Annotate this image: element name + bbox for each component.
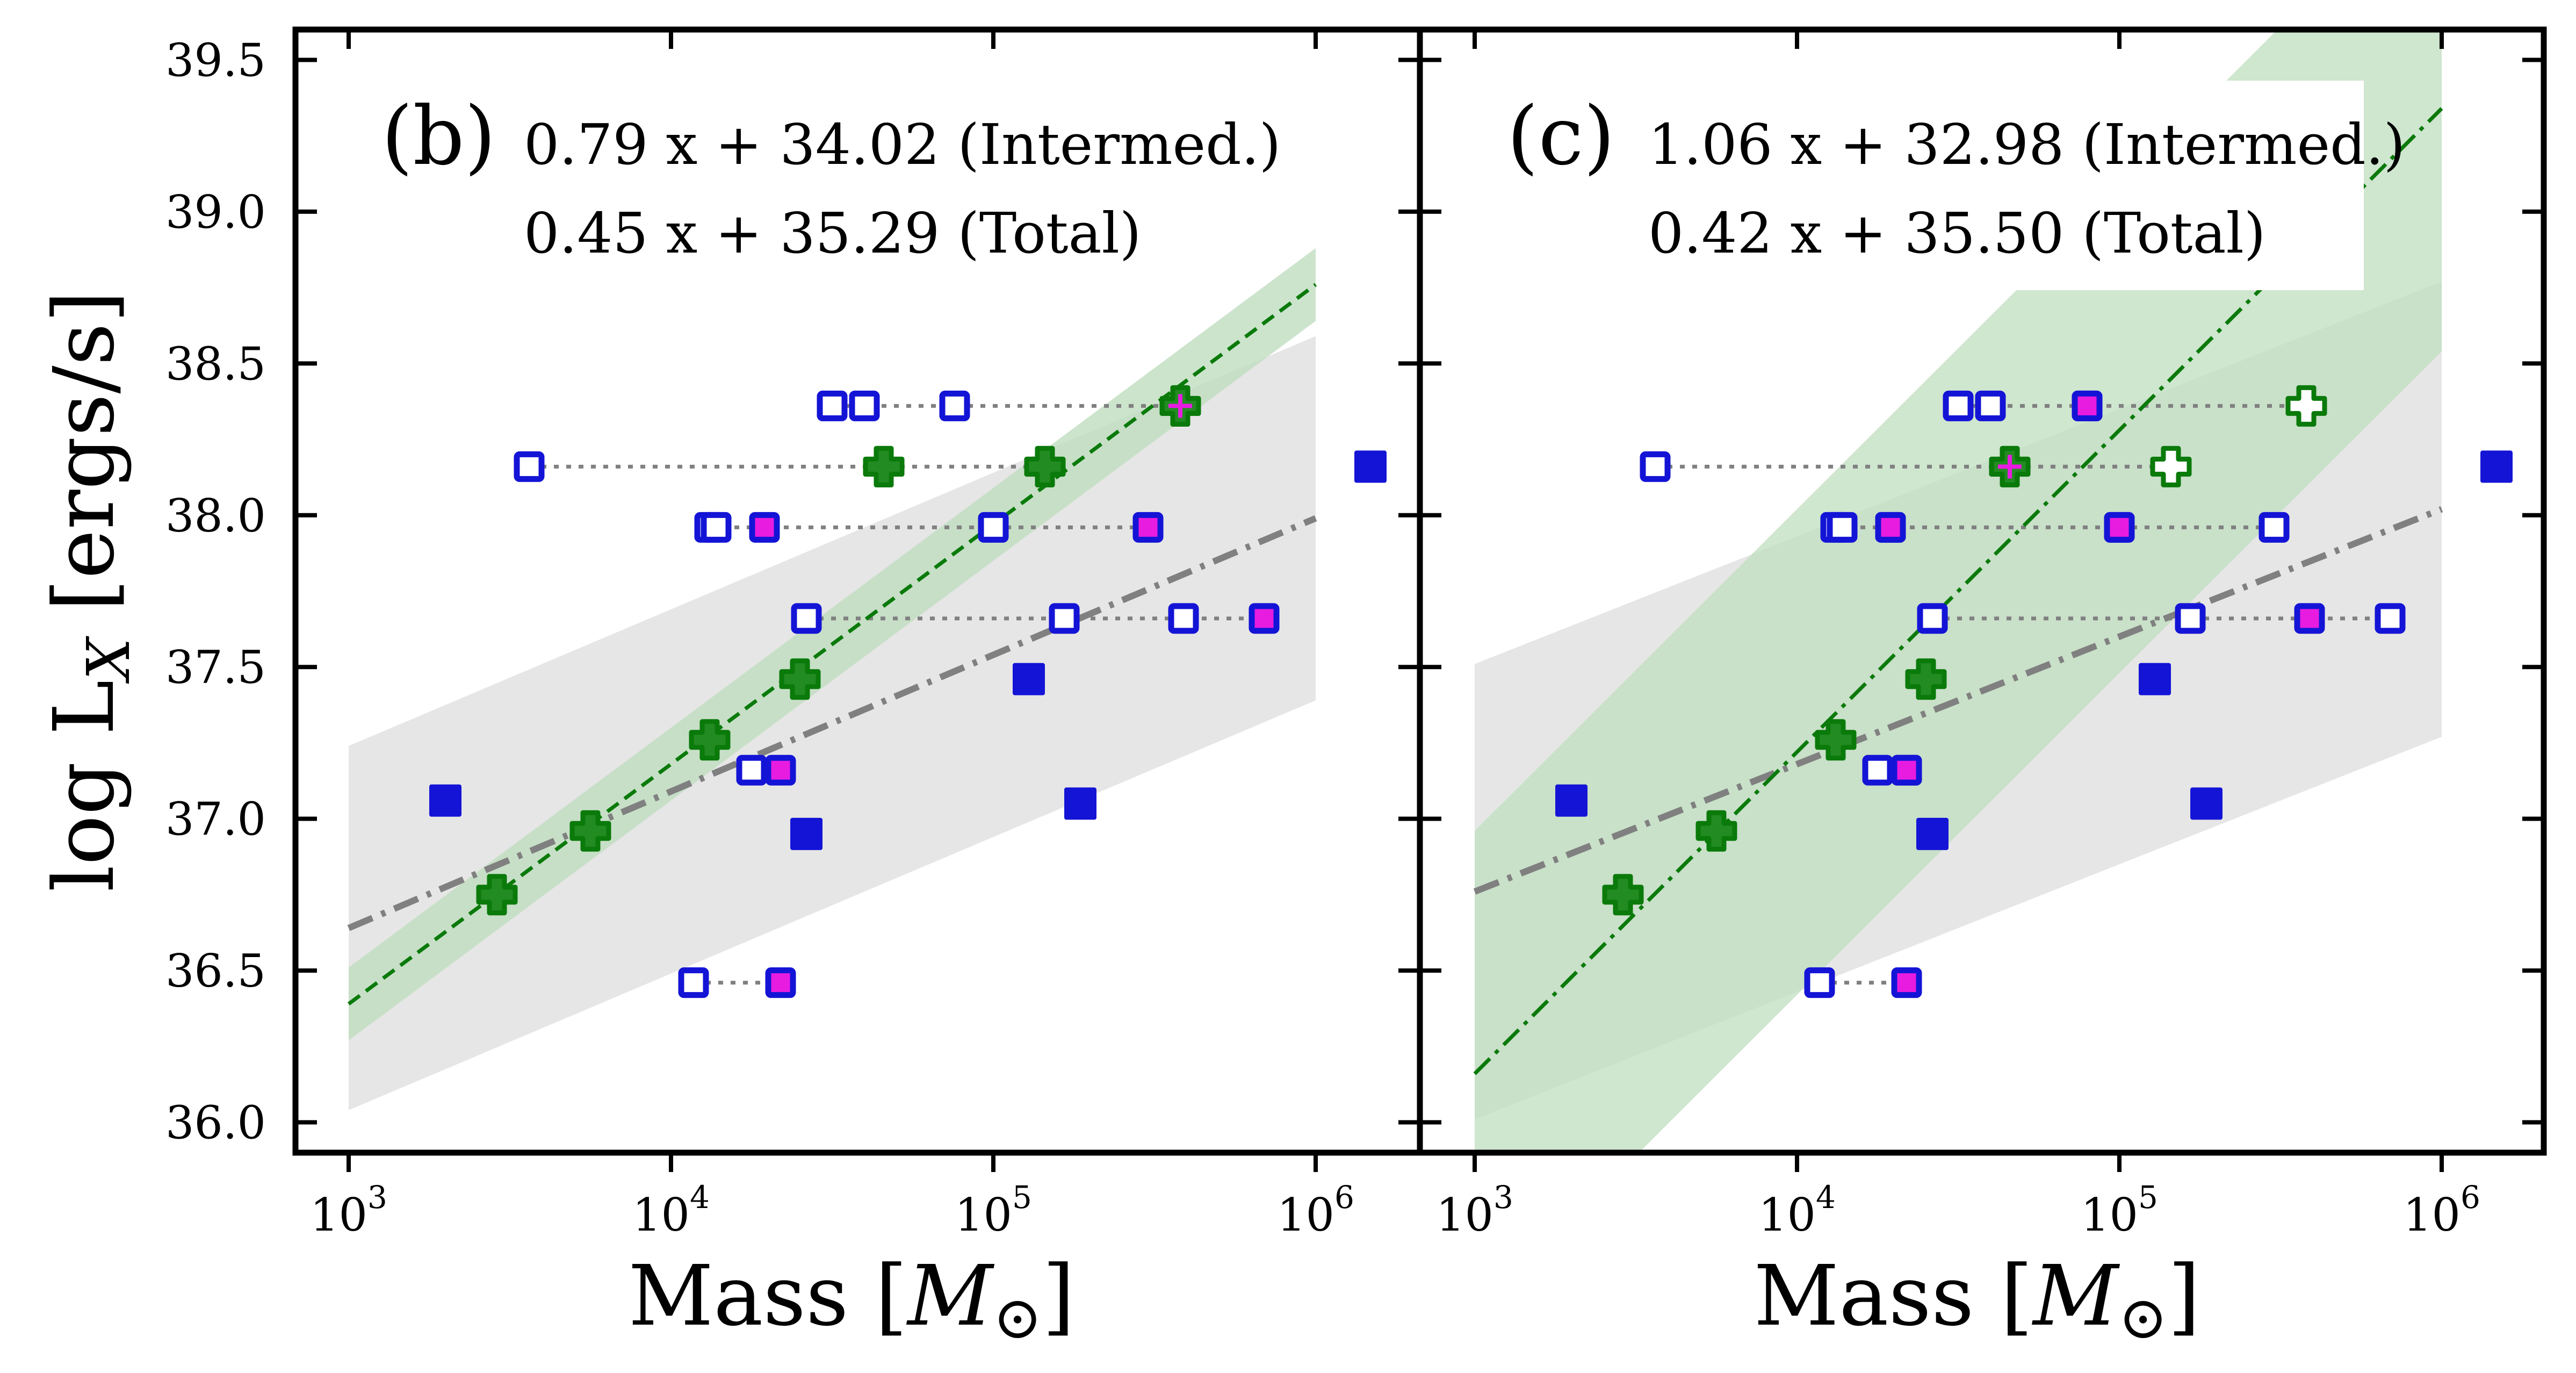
- filled-cross-marker: [569, 810, 611, 852]
- open-square-marker: [736, 754, 767, 786]
- x-ticks: 103 104 105 106: [1436, 30, 2480, 1241]
- open-square-marker: [1975, 390, 2006, 421]
- y-ticks: 36.0 36.5 37.0 37.5 38.0 38.5 39.0 39.5: [165, 34, 1420, 1149]
- magenta-square-marker: [1891, 754, 1922, 786]
- open-square-marker: [1917, 603, 1948, 634]
- filled-square-marker: [1555, 784, 1588, 817]
- open-square-marker: [1049, 603, 1080, 634]
- open-square-marker: [2375, 603, 2406, 634]
- open-square-marker: [678, 967, 709, 998]
- filled-square-marker: [429, 784, 461, 817]
- x-tick-label: 103: [1436, 1179, 1513, 1241]
- open-square-marker: [2258, 512, 2290, 543]
- magenta-square-marker: [749, 512, 780, 543]
- x-tick-label: 103: [310, 1179, 387, 1241]
- filled-square-marker: [2190, 787, 2223, 820]
- magenta-square-marker: [1891, 967, 1922, 998]
- panel-b: (b) 0.79 x + 34.02 (Intermed.) 0.45 x + …: [165, 30, 1420, 1352]
- filled-cross-marker: [1602, 874, 1644, 916]
- magenta-square-marker: [1875, 512, 1906, 543]
- panel-label: (c): [1507, 90, 1615, 183]
- open-square-marker: [1943, 390, 1974, 421]
- data-markers: [429, 385, 1387, 998]
- open-square-marker: [1862, 754, 1893, 786]
- open-square-marker: [939, 390, 970, 421]
- x-tick-label: 105: [2081, 1179, 2158, 1241]
- y-tick-label: 39.5: [165, 34, 266, 87]
- total-fit-band: [349, 336, 1316, 1110]
- filled-cross-marker: [1695, 810, 1737, 852]
- open-square-marker: [514, 451, 545, 482]
- filled-cross-marker: [1815, 719, 1857, 761]
- fit-label-intermediate: 1.06 x + 32.98 (Intermed.): [1648, 112, 2405, 177]
- panel-c: (c) 1.06 x + 32.98 (Intermed.) 0.42 x + …: [1420, 30, 2544, 1352]
- filled-square-marker: [1064, 787, 1096, 820]
- magenta-square-marker: [2294, 603, 2325, 634]
- x-tick-label: 104: [1758, 1179, 1836, 1241]
- magenta-square-marker: [1132, 512, 1164, 543]
- magenta-square-marker: [2072, 390, 2103, 421]
- total-fit-line: [1473, 506, 2443, 895]
- x-tick-label: 105: [955, 1179, 1032, 1241]
- magenta-square-marker: [2104, 512, 2135, 543]
- magenta-square-marker: [1249, 603, 1280, 634]
- x-axis-label: Mass [M⊙]: [1754, 1247, 2200, 1352]
- open-square-marker: [2175, 603, 2206, 634]
- y-tick-label: 36.0: [165, 1097, 266, 1149]
- filled-square-marker: [1916, 817, 1949, 850]
- open-cross-marker: [2150, 445, 2192, 487]
- panel-c-frame: [1417, 26, 2547, 1156]
- fit-label-intermediate: 0.79 x + 34.02 (Intermed.): [524, 112, 1281, 177]
- y-tick-label: 37.5: [165, 641, 266, 694]
- filled-cross-marker: [1024, 445, 1066, 487]
- filled-square-marker: [2139, 663, 2171, 695]
- legend-backdrop: [1483, 81, 2364, 290]
- y-tick-label: 37.0: [165, 793, 266, 846]
- open-square-marker: [1804, 967, 1835, 998]
- x-tick-label: 104: [632, 1179, 710, 1241]
- intermediate-fit-line: [1473, 107, 2443, 1075]
- x-axis-label: Mass [M⊙]: [628, 1247, 1074, 1352]
- fit-label-total: 0.42 x + 35.50 (Total): [1648, 200, 2265, 266]
- open-square-marker: [1640, 451, 1671, 482]
- y-tick-label: 39.0: [165, 186, 266, 239]
- y-tick-label: 38.5: [165, 337, 266, 390]
- open-square-marker: [849, 390, 880, 421]
- open-cross-marker: [2285, 385, 2327, 427]
- filled-cross-marker: [689, 719, 731, 761]
- panel-label: (b): [381, 90, 496, 183]
- filled-cross-marker: [1905, 658, 1947, 700]
- y-ticks: [1420, 57, 2544, 1125]
- magenta-square-marker: [765, 967, 796, 998]
- open-square-marker: [701, 512, 732, 543]
- y-tick-label: 36.5: [165, 945, 266, 997]
- fit-label-total: 0.45 x + 35.29 (Total): [524, 200, 1141, 266]
- y-axis-label: log LX [ergs/s]: [35, 290, 143, 892]
- open-square-marker: [1827, 512, 1858, 543]
- filled-square-marker: [1354, 450, 1387, 483]
- open-square-marker: [817, 390, 848, 421]
- filled-square-marker: [1013, 663, 1045, 695]
- filled-cross-marker: [476, 874, 518, 916]
- open-square-marker: [1168, 603, 1199, 634]
- magenta-square-marker: [765, 754, 796, 786]
- open-square-marker: [791, 603, 822, 634]
- filled-square-marker: [2480, 450, 2513, 483]
- intermediate-fit-line: [347, 283, 1317, 1006]
- filled-cross-marker: [779, 658, 821, 700]
- y-tick-label: 38.0: [165, 490, 266, 542]
- filled-square-marker: [790, 817, 822, 850]
- x-tick-label: 106: [1277, 1179, 1354, 1241]
- open-square-marker: [978, 512, 1009, 543]
- filled-cross-marker: [863, 445, 905, 487]
- data-markers: [1555, 385, 2513, 998]
- x-ticks: 103 104 105 106: [310, 30, 1354, 1241]
- x-tick-label: 106: [2403, 1179, 2480, 1241]
